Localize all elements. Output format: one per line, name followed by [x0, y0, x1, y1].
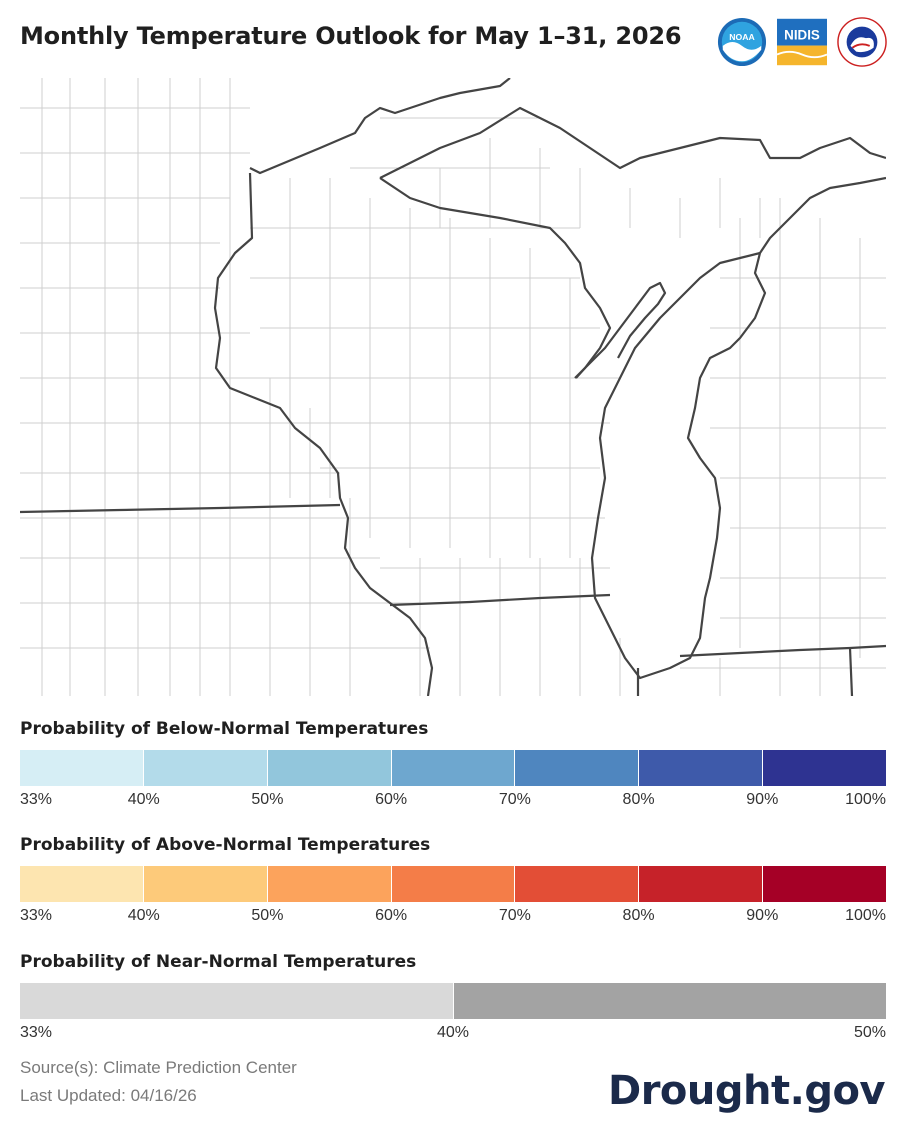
below-color-segment [763, 750, 887, 786]
below-tick-label: 100% [845, 791, 886, 808]
nidis-logo-text: NIDIS [784, 27, 820, 42]
below-tick-label: 90% [746, 791, 779, 808]
above-tick-label: 40% [127, 907, 160, 924]
above-tick-label: 90% [746, 907, 779, 924]
below-tick-label: 80% [622, 791, 655, 808]
below-normal-tick-labels: 33% 40% 50% 60% 70% 80% 90% 100% [20, 791, 886, 811]
outlook-map [20, 78, 886, 696]
drought-gov-brand[interactable]: Drought.gov [608, 1068, 886, 1114]
above-tick-label: 70% [498, 907, 531, 924]
above-color-segment [639, 866, 764, 902]
below-tick-label: 40% [127, 791, 160, 808]
near-normal-color-bar [20, 983, 886, 1019]
above-color-segment [515, 866, 640, 902]
below-color-segment [143, 750, 268, 786]
below-normal-color-bar [20, 750, 887, 786]
above-normal-legend-title: Probability of Above-Normal Temperatures [20, 835, 431, 855]
above-color-segment [763, 866, 887, 902]
nws-logo-icon[interactable] [837, 16, 887, 68]
below-tick-label: 33% [20, 791, 53, 808]
near-tick-label: 33% [20, 1024, 53, 1041]
below-tick-label: 50% [251, 791, 284, 808]
noaa-logo-icon[interactable]: NOAA [717, 16, 767, 68]
near-color-segment [20, 983, 454, 1019]
above-color-segment [267, 866, 392, 902]
noaa-logo-text: NOAA [729, 32, 755, 42]
above-color-segment [391, 866, 516, 902]
below-color-segment [639, 750, 764, 786]
below-tick-label: 70% [498, 791, 531, 808]
above-tick-label: 100% [845, 907, 886, 924]
source-text: Source(s): Climate Prediction Center [20, 1058, 297, 1077]
last-updated-text: Last Updated: 04/16/26 [20, 1086, 197, 1105]
above-tick-label: 80% [622, 907, 655, 924]
below-tick-label: 60% [375, 791, 408, 808]
above-color-segment [143, 866, 268, 902]
page-title: Monthly Temperature Outlook for May 1–31… [20, 22, 682, 50]
state-boundaries [20, 78, 886, 696]
above-tick-label: 60% [375, 907, 408, 924]
below-color-segment [391, 750, 516, 786]
nidis-logo-icon[interactable]: NIDIS [777, 16, 827, 68]
county-boundaries [20, 78, 886, 696]
above-normal-color-bar [20, 866, 887, 902]
above-tick-label: 33% [20, 907, 53, 924]
above-tick-label: 50% [251, 907, 284, 924]
below-color-segment [20, 750, 144, 786]
near-color-segment [453, 983, 886, 1019]
below-color-segment [267, 750, 392, 786]
below-normal-legend-title: Probability of Below-Normal Temperatures [20, 719, 429, 739]
partner-logos: NOAA NIDIS [717, 16, 887, 68]
near-normal-tick-labels: 33% 40% 50% [20, 1024, 886, 1044]
near-tick-label: 40% [436, 1024, 470, 1041]
near-normal-legend-title: Probability of Near-Normal Temperatures [20, 952, 417, 972]
above-normal-tick-labels: 33% 40% 50% 60% 70% 80% 90% 100% [20, 907, 886, 927]
above-color-segment [20, 866, 144, 902]
near-tick-label: 50% [853, 1024, 886, 1041]
below-color-segment [515, 750, 640, 786]
